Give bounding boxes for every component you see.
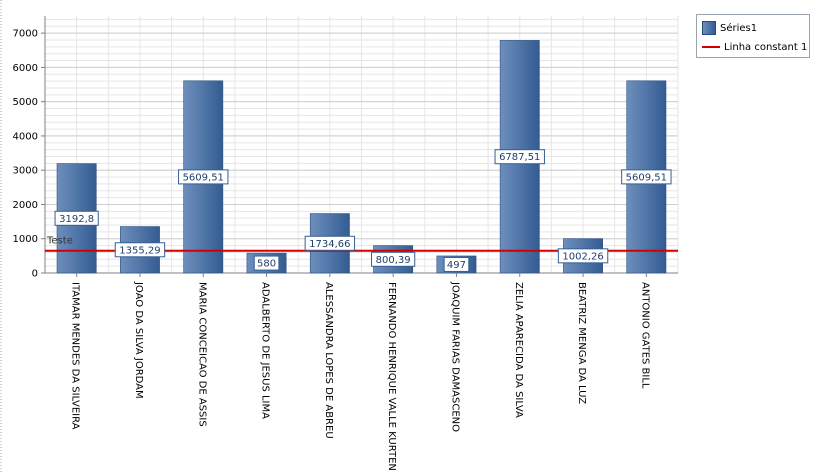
y-tick-label: 7000 — [13, 29, 38, 40]
legend-label-series: Séries1 — [720, 22, 758, 34]
legend-label-constant-line: Linha constant 1 — [724, 41, 808, 53]
x-tick-label: JOAQUIM FARIAS DAMASCENO — [449, 281, 460, 432]
data-label: 1355,29 — [119, 245, 160, 256]
legend-item-series: Séries1 — [702, 20, 757, 36]
data-label: 497 — [447, 260, 466, 271]
data-label: 1002,26 — [562, 251, 603, 262]
data-label-box — [443, 256, 470, 272]
y-tick-label: 6000 — [13, 63, 38, 74]
y-tick-label: 2000 — [13, 200, 38, 211]
data-label-box — [557, 248, 609, 264]
data-label-box — [304, 235, 356, 251]
y-tick-label: 1000 — [13, 234, 38, 245]
x-tick-label: FERNANDO HENRIQUE VALLE KURTEN — [386, 282, 397, 471]
data-label-box — [253, 255, 280, 271]
y-tick-label: 5000 — [13, 97, 38, 108]
x-tick-label: ANTONIO GATES BILL — [639, 282, 650, 389]
data-label: 6787,51 — [499, 152, 540, 163]
data-label-box — [621, 169, 672, 185]
data-label-box — [54, 210, 99, 226]
x-tick-label: ITAMAR MENDES DA SILVEIRA — [70, 282, 81, 430]
legend-item-constant-line: Linha constant 1 — [702, 39, 807, 55]
legend-swatch-series — [702, 21, 716, 35]
x-tick-label: BEATRIZ MENGA DA LUZ — [576, 282, 587, 404]
x-tick-label: ADALBERTO DE JESUS LIMA — [260, 282, 271, 419]
data-label: 5609,51 — [183, 172, 224, 183]
x-tick-label: ZELIA APARECIDA DA SILVA — [513, 282, 524, 418]
x-tick-label: JOAO DA SILVA JORDAM — [133, 281, 144, 399]
legend-swatch-constant-line — [702, 46, 720, 48]
data-label: 580 — [257, 259, 276, 270]
x-tick-label: MARIA CONCEICAO DE ASSIS — [196, 282, 207, 427]
chart-legend: Séries1 Linha constant 1 — [696, 14, 810, 58]
x-tick-label: ALESSANDRA LOPES DE ABREU — [323, 282, 334, 439]
data-label: 5609,51 — [626, 172, 667, 183]
data-label: 800,39 — [376, 255, 411, 266]
y-tick-label: 0 — [32, 269, 38, 280]
data-label-box — [371, 251, 416, 267]
y-tick-label: 4000 — [13, 131, 38, 142]
constant-line-label: Teste — [46, 236, 73, 247]
data-label-box — [178, 169, 229, 185]
data-label: 1734,66 — [309, 239, 350, 250]
y-tick-label: 3000 — [13, 166, 38, 177]
data-label: 3192,8 — [59, 214, 94, 225]
data-label-box — [114, 242, 166, 258]
data-label-box — [494, 149, 545, 165]
